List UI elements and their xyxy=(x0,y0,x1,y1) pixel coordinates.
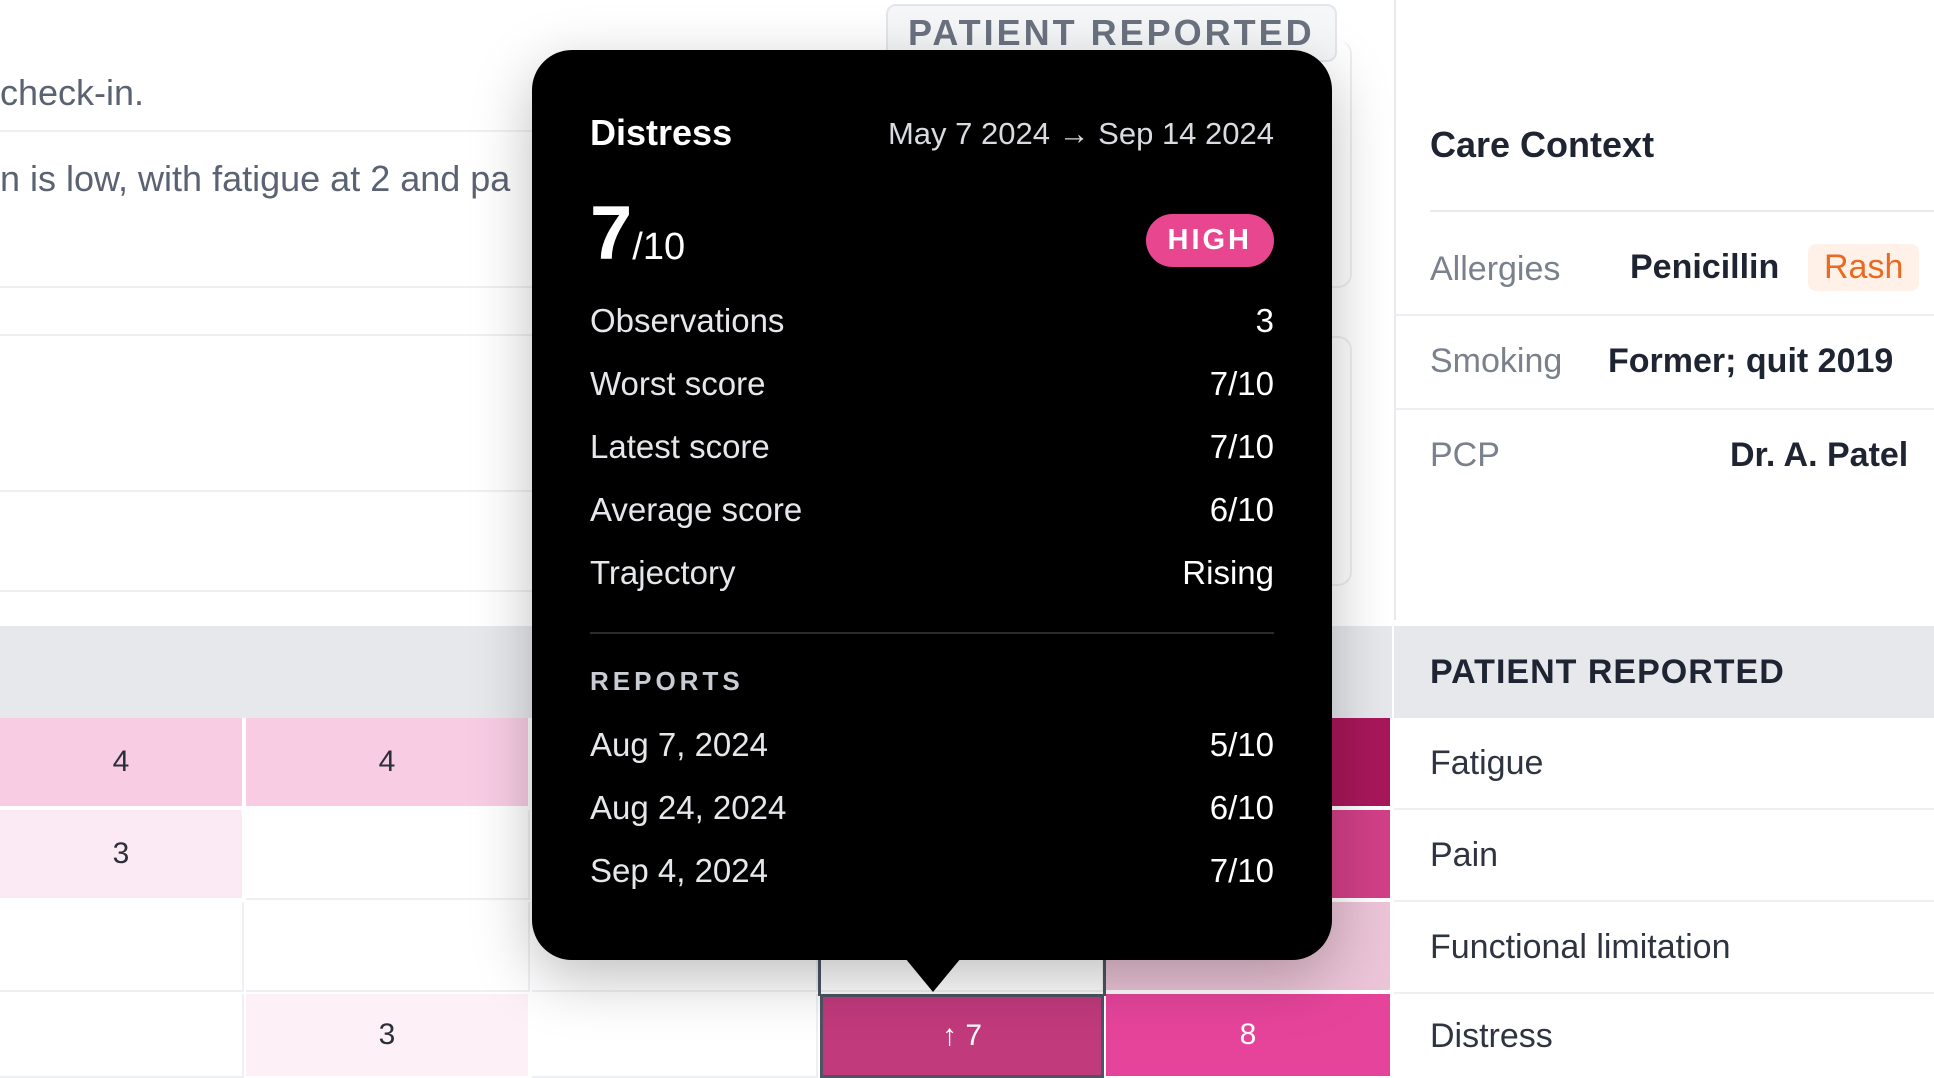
heatmap-cell[interactable]: 4 xyxy=(246,718,530,808)
stat-label: Observations xyxy=(590,302,785,339)
heatmap-cell[interactable]: 3 xyxy=(0,810,244,900)
symptom-row-functional-limitation[interactable]: Functional limitation xyxy=(1394,902,1934,994)
pcp-value: Dr. A. Patel xyxy=(1730,436,1909,474)
divider xyxy=(0,334,540,336)
tooltip-stat-row: Average score 6/10 xyxy=(590,491,1274,529)
tooltip-title: Distress xyxy=(590,112,733,153)
tooltip-divider xyxy=(590,632,1274,634)
heatmap-cell[interactable] xyxy=(532,994,818,1078)
reaction-tag: Rash xyxy=(1808,244,1920,291)
divider xyxy=(0,130,540,132)
heatmap-cell[interactable]: 3 xyxy=(246,994,530,1078)
report-row: Aug 7, 2024 5/10 xyxy=(590,726,1274,764)
reports-heading: REPORTS xyxy=(590,666,744,696)
care-context-title: Care Context xyxy=(1430,124,1655,165)
allergies-value: Penicillin xyxy=(1630,248,1780,286)
allergies-label: Allergies xyxy=(1430,250,1561,288)
heatmap-cell[interactable]: 4 xyxy=(0,718,244,808)
smoking-value: Former; quit 2019 xyxy=(1608,342,1894,380)
symptom-row-pain[interactable]: Pain xyxy=(1394,810,1934,902)
symptom-row-fatigue[interactable]: Fatigue xyxy=(1394,718,1934,810)
pcp-label: PCP xyxy=(1430,436,1500,474)
stat-value: 7/10 xyxy=(1209,428,1274,465)
report-score: 6/10 xyxy=(1209,789,1274,826)
report-row: Sep 4, 2024 7/10 xyxy=(590,852,1274,890)
stat-value: Rising xyxy=(1182,554,1274,591)
score-denominator: /10 xyxy=(632,226,686,268)
stat-value: 7/10 xyxy=(1209,365,1274,402)
patient-reported-header: PATIENT REPORTED xyxy=(1394,626,1934,718)
summary-line-2: n is low, with fatigue at 2 and pa xyxy=(0,158,511,199)
divider xyxy=(0,286,540,288)
tooltip-stat-row: Observations 3 xyxy=(590,302,1274,340)
report-date: Sep 4, 2024 xyxy=(590,852,768,889)
divider xyxy=(1394,314,1934,316)
report-score: 7/10 xyxy=(1209,852,1274,889)
stat-value: 3 xyxy=(1255,302,1274,339)
severity-badge: HIGH xyxy=(1145,214,1274,267)
smoking-label: Smoking xyxy=(1430,342,1563,380)
stat-label: Worst score xyxy=(590,365,766,402)
heatmap-cell[interactable]: ↑ 7 xyxy=(820,994,1104,1078)
right-panel xyxy=(1394,0,1934,1078)
report-date: Aug 24, 2024 xyxy=(590,789,787,826)
report-score: 5/10 xyxy=(1209,726,1274,763)
report-row: Aug 24, 2024 6/10 xyxy=(590,789,1274,827)
score-value: 7 xyxy=(590,191,633,276)
stat-label: Trajectory xyxy=(590,554,736,591)
heatmap-cell[interactable] xyxy=(246,902,530,992)
stat-value: 6/10 xyxy=(1209,491,1274,528)
divider xyxy=(1430,210,1934,212)
summary-line-1: check-in. xyxy=(0,72,145,113)
tooltip-pointer xyxy=(905,958,961,992)
divider xyxy=(0,490,540,492)
report-date: Aug 7, 2024 xyxy=(590,726,768,763)
panel-divider xyxy=(1394,0,1396,620)
divider xyxy=(1394,408,1934,410)
stat-label: Average score xyxy=(590,491,803,528)
tooltip-score: 7/10 xyxy=(590,196,685,272)
stat-label: Latest score xyxy=(590,428,770,465)
tooltip-stat-row: Worst score 7/10 xyxy=(590,365,1274,403)
symptom-row-distress[interactable]: Distress xyxy=(1430,1016,1553,1055)
divider xyxy=(0,590,540,592)
heatmap-cell[interactable] xyxy=(0,902,244,992)
tooltip-stat-row: Latest score 7/10 xyxy=(590,428,1274,466)
distress-tooltip: Distress May 7 2024 → Sep 14 2024 7/10 H… xyxy=(532,50,1332,960)
tooltip-date-range: May 7 2024 → Sep 14 2024 xyxy=(887,116,1274,151)
heatmap-cell[interactable]: 8 xyxy=(1106,994,1392,1078)
heatmap-cell[interactable] xyxy=(246,810,530,900)
tooltip-stat-row: Trajectory Rising xyxy=(590,554,1274,592)
heatmap-cell[interactable] xyxy=(0,994,244,1078)
